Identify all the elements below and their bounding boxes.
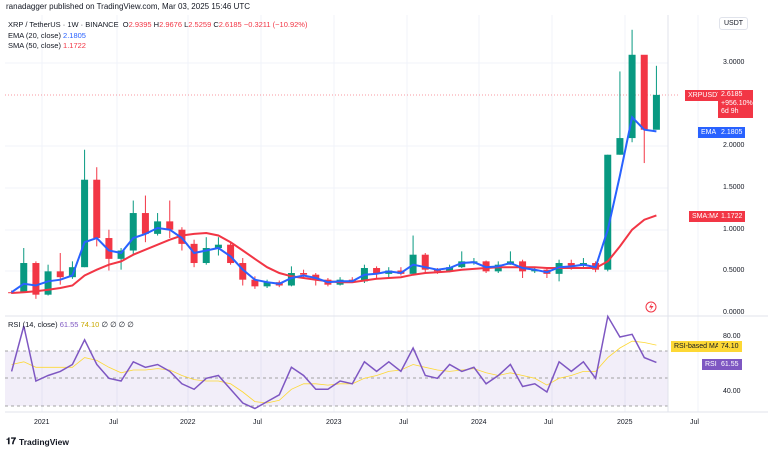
- candle-body: [628, 54, 636, 139]
- time-tick: Jul: [544, 419, 553, 426]
- tradingview-logo[interactable]: 𝟏𝟕 TradingView: [6, 436, 69, 447]
- candle-body: [68, 267, 76, 278]
- rsi-ma-tag: 74.10: [718, 341, 742, 352]
- rsi-band-fill: [5, 351, 668, 406]
- candle-body: [263, 282, 271, 287]
- ema-legend[interactable]: EMA (20, close) 2.1805: [8, 31, 86, 40]
- candle-body: [202, 248, 210, 264]
- time-tick: 2023: [326, 419, 342, 426]
- open-value: 2.9395: [128, 20, 152, 29]
- last-price: 2.6185: [721, 91, 743, 98]
- time-tick: 2025: [617, 419, 633, 426]
- sma-label: SMA (50, close): [8, 41, 61, 50]
- bar-countdown: 6d 9h: [721, 108, 739, 115]
- candle-body: [141, 213, 149, 234]
- candle-body: [446, 267, 454, 272]
- time-tick: 2024: [471, 419, 487, 426]
- symbol-tag: XRPUSDT: [685, 90, 725, 101]
- time-tick: Jul: [690, 419, 699, 426]
- rsi-extra-values: ∅ ∅ ∅ ∅: [101, 320, 134, 329]
- rsi-value: 61.55: [59, 320, 79, 329]
- tradingview-logo-icon: 𝟏𝟕: [6, 436, 17, 446]
- currency-button[interactable]: USDT: [719, 17, 749, 30]
- candle-body: [178, 229, 186, 244]
- time-tick: 2022: [180, 419, 196, 426]
- ema-tag: 2.1805: [718, 127, 746, 138]
- high-label: H: [153, 20, 160, 29]
- close-label: C: [213, 20, 219, 29]
- sma-tag-name: SMA:MA: [689, 211, 723, 222]
- candle-body: [251, 279, 259, 287]
- high-value: 2.9676: [159, 20, 183, 29]
- sma-tag: 1.1722: [718, 211, 746, 222]
- low-value: 2.5259: [188, 20, 212, 29]
- candle-body: [421, 254, 429, 270]
- candle-body: [32, 263, 40, 295]
- candle-body: [300, 273, 308, 275]
- time-tick: Jul: [109, 419, 118, 426]
- last-price-tag: 2.6185 +956.10% 6d 9h: [718, 90, 753, 118]
- time-tick: 2021: [34, 419, 50, 426]
- candle-body: [373, 268, 381, 274]
- ema-value: 2.1805: [63, 31, 86, 40]
- ema-label: EMA (20, close): [8, 31, 61, 40]
- lightning-icon[interactable]: [645, 301, 657, 313]
- candle-body: [652, 94, 660, 130]
- symbol-name[interactable]: XRP / TetherUS · 1W · BINANCE: [8, 20, 119, 29]
- rsi-tick: 80.00: [723, 333, 741, 340]
- candle-body: [20, 263, 28, 294]
- sma-value: 1.1722: [63, 41, 86, 50]
- price-tick: 2.0000: [723, 142, 745, 149]
- candle-body: [81, 179, 89, 268]
- candle-body: [287, 273, 295, 286]
- price-tick: 0.5000: [723, 267, 745, 274]
- candle-body: [93, 179, 101, 239]
- rsi-legend[interactable]: RSI (14, close) 61.55 74.10 ∅ ∅ ∅ ∅: [8, 320, 134, 329]
- close-value: 2.6185: [218, 20, 242, 29]
- candle-body: [227, 244, 235, 264]
- ema-line: [11, 115, 657, 294]
- candles: [8, 29, 660, 299]
- candle-body: [129, 213, 137, 251]
- rsi-ma-value: 74.10: [80, 320, 100, 329]
- change-value: −0.3211 (−10.92%): [243, 20, 308, 29]
- candle-body: [239, 263, 247, 280]
- candle-body: [604, 154, 612, 270]
- candle-body: [616, 138, 624, 155]
- candle-body: [117, 250, 125, 259]
- candle-body: [458, 261, 466, 268]
- rsi-label: RSI (14, close): [8, 320, 58, 329]
- price-tick: 3.0000: [723, 59, 745, 66]
- sma-legend[interactable]: SMA (50, close) 1.1722: [8, 41, 86, 50]
- rsi-tag-name: RSI: [702, 359, 720, 370]
- symbol-legend: XRP / TetherUS · 1W · BINANCE O2.9395 H2…: [8, 20, 307, 29]
- low-label: L: [184, 20, 189, 29]
- publisher-line: ranadagger published on TradingView.com,…: [6, 2, 251, 11]
- grid: [5, 15, 699, 412]
- rsi-line: [10, 314, 657, 410]
- candle-body: [56, 271, 64, 278]
- candle-body: [214, 244, 222, 249]
- brand-name: TradingView: [19, 436, 69, 447]
- price-tick: 1.0000: [723, 226, 745, 233]
- candle-body: [105, 238, 113, 259]
- price-tick: 1.5000: [723, 184, 745, 191]
- candle-body: [640, 54, 648, 130]
- time-tick: Jul: [253, 419, 262, 426]
- open-label: O: [122, 20, 129, 29]
- rsi-tag: 61.55: [718, 359, 742, 370]
- candle-body: [166, 221, 174, 230]
- percent-change: +956.10%: [721, 99, 753, 107]
- rsi-ma-tag-name: RSI-based MA: [671, 341, 723, 352]
- ema-tag-name: EMA: [698, 127, 720, 138]
- price-tick: 0.0000: [723, 309, 745, 316]
- time-tick: Jul: [399, 419, 408, 426]
- candle-body: [567, 263, 575, 266]
- rsi-tick: 40.00: [723, 388, 741, 395]
- candle-body: [44, 271, 52, 295]
